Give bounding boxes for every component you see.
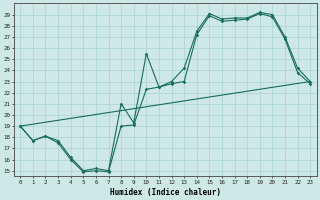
X-axis label: Humidex (Indice chaleur): Humidex (Indice chaleur) [110, 188, 221, 197]
